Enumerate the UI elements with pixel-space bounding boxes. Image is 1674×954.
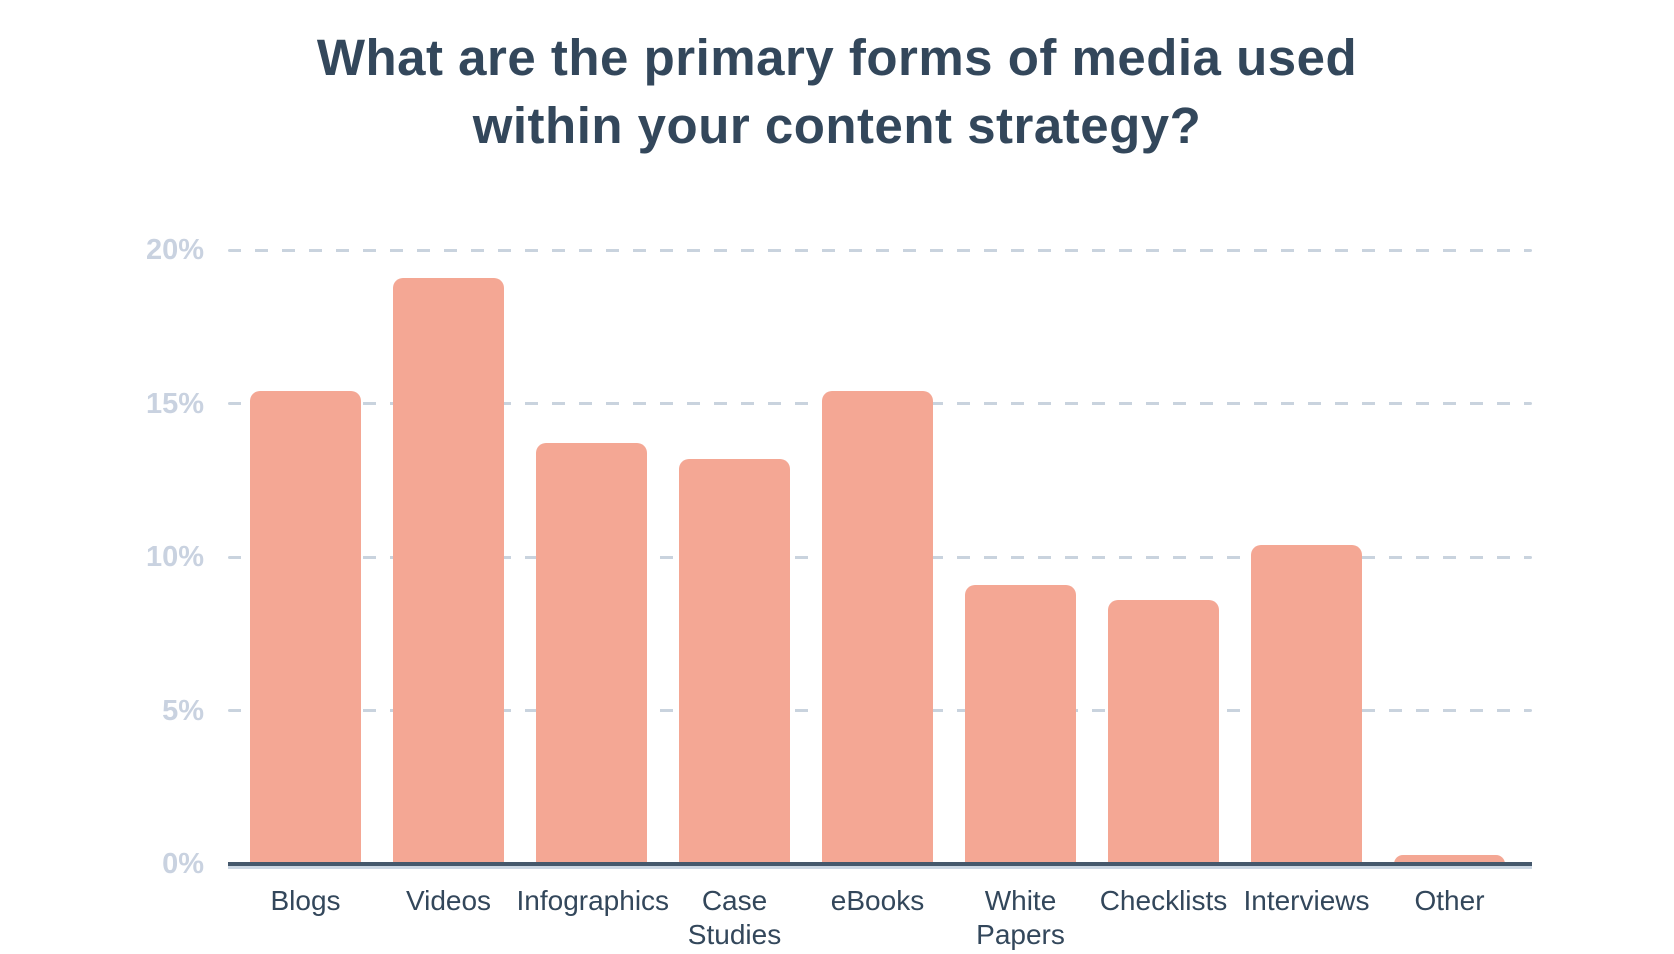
x-tick-label-case-studies: Case Studies [687, 885, 782, 950]
x-axis-line [228, 862, 1532, 866]
x-tick-label-infographics: Infographics [516, 885, 670, 916]
bar-interviews [1251, 544, 1362, 864]
y-tick-label: 5% [162, 694, 204, 727]
x-tick-label-interviews: Interviews [1243, 885, 1370, 916]
bar-white-papers [965, 584, 1076, 864]
bar-other [1394, 854, 1505, 864]
x-tick-label-checklists: Checklists [1099, 885, 1228, 916]
gridline-20 [228, 248, 1532, 252]
bar-blogs [250, 391, 361, 864]
bar-checklists [1108, 599, 1219, 864]
y-tick-label: 10% [145, 541, 204, 573]
x-tick-label-blogs: Blogs [270, 885, 341, 916]
y-tick-label: 0% [162, 848, 204, 880]
bar-ebooks [822, 391, 933, 864]
bar-infographics [536, 443, 647, 864]
bar-videos [393, 277, 504, 864]
x-axis-line-shadow [228, 866, 1532, 869]
y-tick-label: 20% [145, 234, 204, 266]
bar-case-studies [679, 458, 790, 864]
y-tick-label: 15% [145, 387, 204, 420]
x-tick-label-ebooks: eBooks [830, 885, 925, 916]
x-tick-label-white-papers: White Papers [976, 885, 1065, 950]
chart-title: What are the primary forms of media used… [316, 29, 1358, 155]
x-tick-label-other: Other [1414, 885, 1485, 916]
x-tick-label-videos: Videos [405, 885, 492, 916]
